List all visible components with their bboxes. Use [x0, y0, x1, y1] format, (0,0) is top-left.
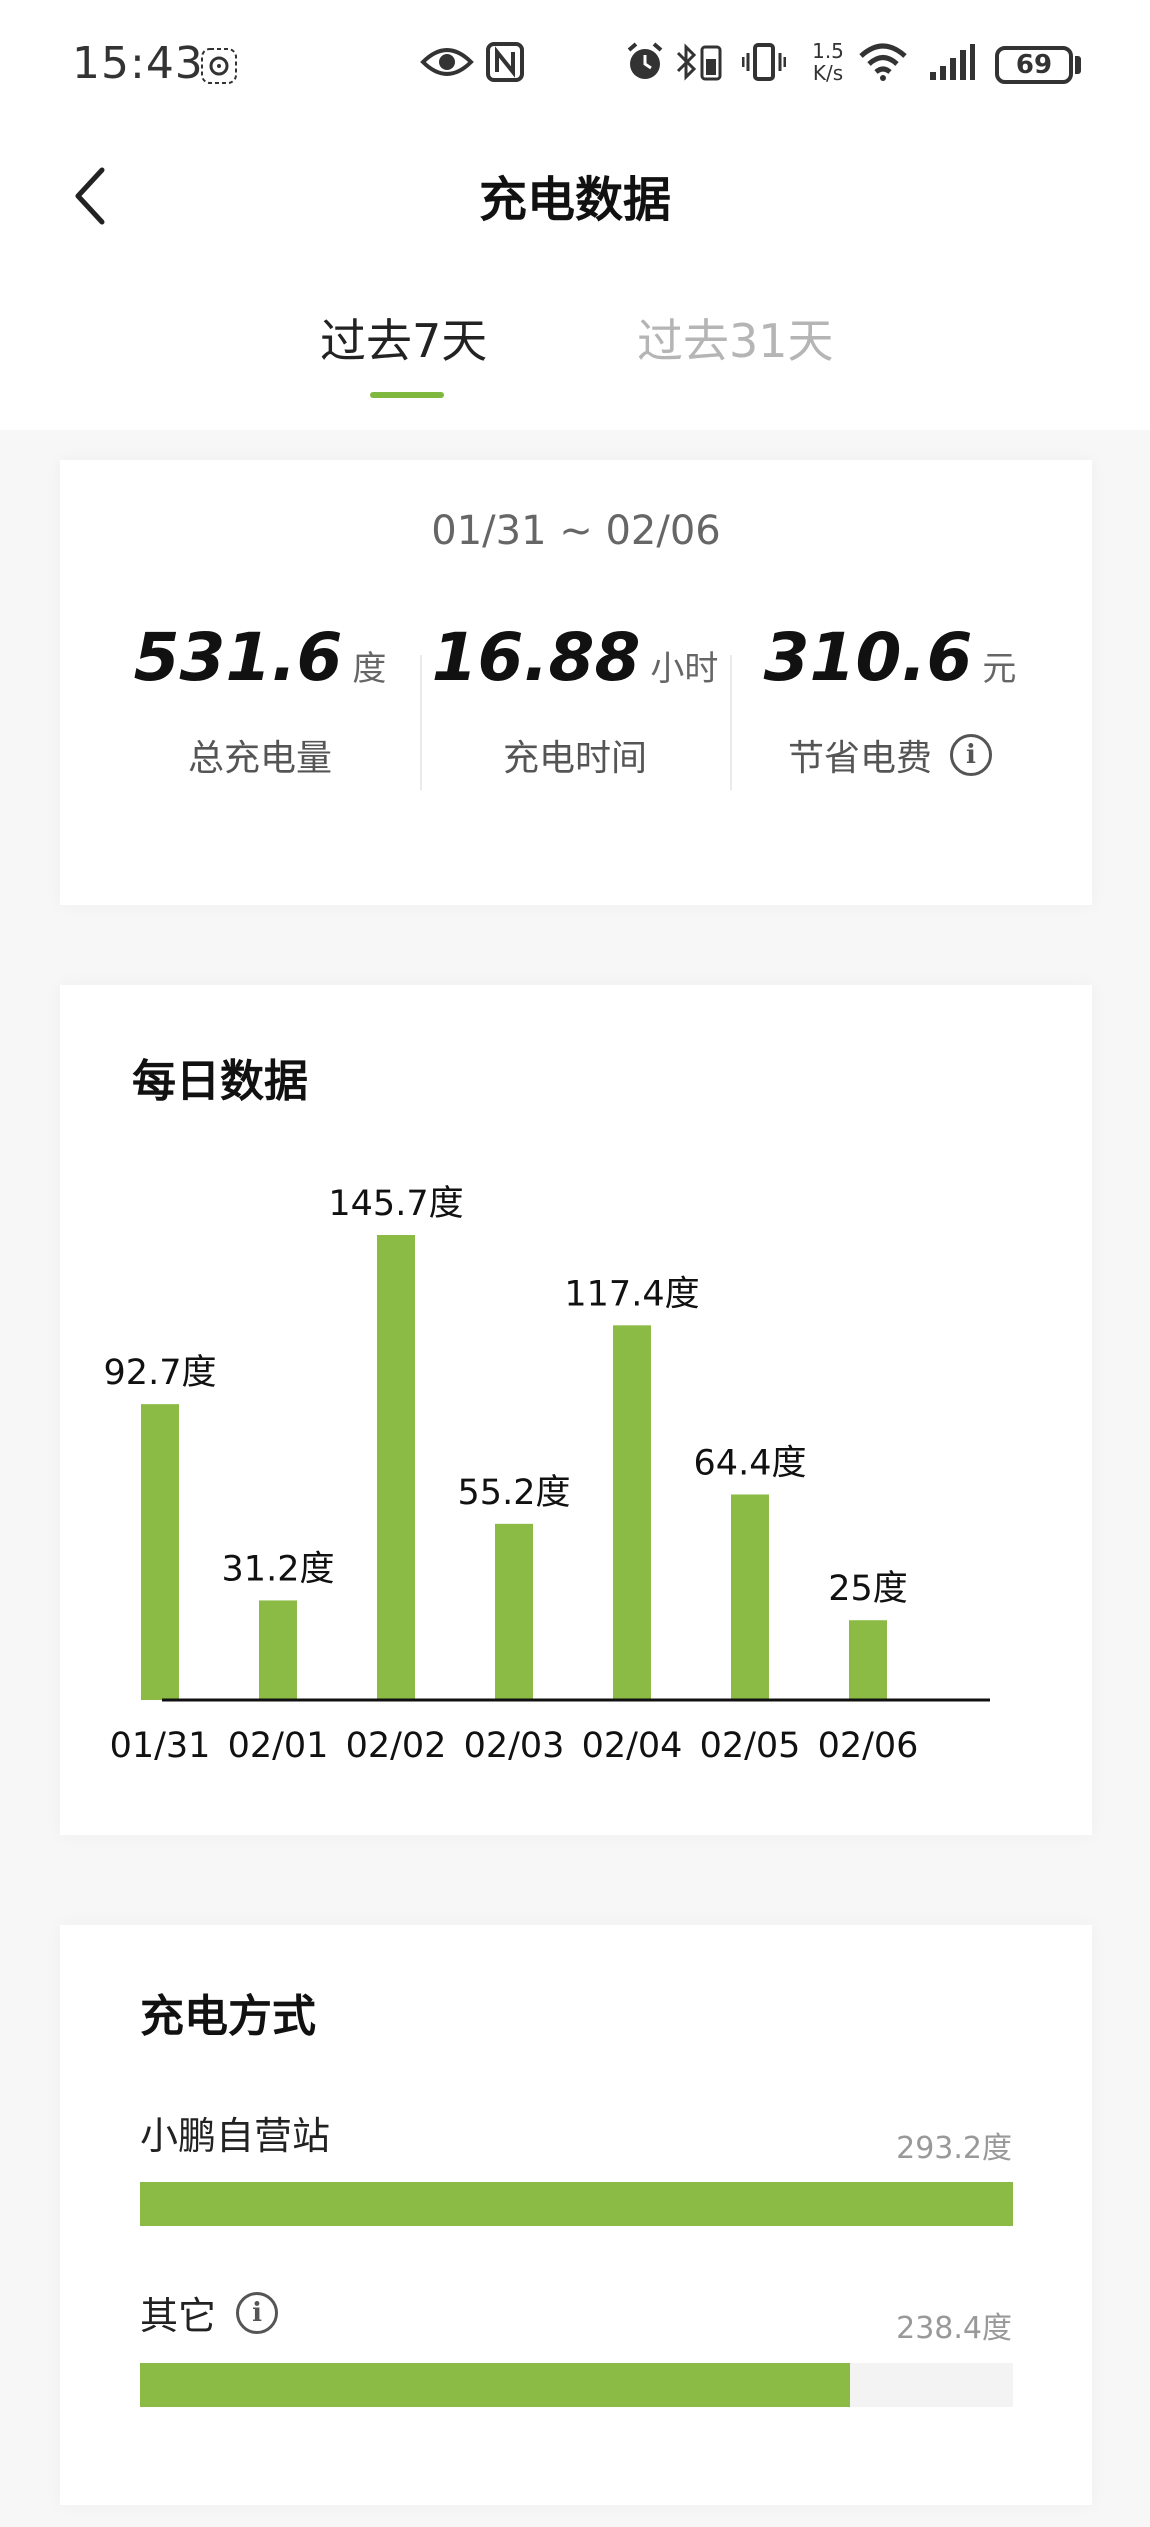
stat-savings: 310.6 元 节省电费 i: [735, 625, 1045, 781]
stat-label: 总充电量: [187, 738, 332, 779]
date-range: 01/31 ~ 02/06: [431, 508, 721, 554]
bar-01-31[interactable]: [141, 1404, 179, 1700]
alarm-icon: [624, 40, 666, 84]
x-tick-label: 02/06: [818, 1726, 919, 1766]
signal-icon: [928, 40, 976, 84]
info-icon[interactable]: i: [236, 2291, 279, 2334]
info-icon[interactable]: i: [950, 734, 992, 776]
x-tick-label: 02/04: [582, 1726, 683, 1766]
header: 充电数据 过去7天 过去31天: [0, 130, 1150, 430]
nfc-icon: [486, 40, 524, 84]
method-bar-other: [140, 2363, 1013, 2407]
divider: [420, 655, 422, 790]
x-tick-label: 02/05: [700, 1726, 801, 1766]
divider: [730, 655, 732, 790]
bar-data-label: 25度: [828, 1569, 908, 1609]
stat-label: 充电时间: [502, 738, 647, 779]
x-tick-label: 01/31: [110, 1726, 211, 1766]
x-tick-label: 02/01: [228, 1726, 329, 1766]
method-label-text: 小鹏自营站: [140, 2114, 331, 2158]
method-label-xpeng: 小鹏自营站: [140, 2105, 330, 2160]
bar-02-02[interactable]: [377, 1235, 415, 1700]
method-label-other: 其它 i: [140, 2285, 279, 2340]
bar-data-label: 31.2度: [222, 1549, 335, 1589]
bar-data-label: 55.2度: [458, 1473, 571, 1513]
tab-31-days[interactable]: 过去31天: [637, 314, 834, 368]
page-title: 充电数据: [478, 172, 671, 228]
wifi-icon: [858, 40, 908, 84]
bar-data-label: 117.4度: [564, 1274, 699, 1314]
status-bar: 15:43 1.5 K/s 69: [0, 0, 1150, 130]
battery-icon: 69: [995, 46, 1073, 84]
bar-02-06[interactable]: [849, 1620, 887, 1700]
x-tick-label: 02/02: [346, 1726, 447, 1766]
tab-indicator: [370, 392, 444, 398]
method-value-other: 238.4度: [896, 2311, 1012, 2346]
tab-7-days[interactable]: 过去7天: [320, 314, 488, 368]
daily-chart-card: 每日数据 92.7度 01/31 31.2度 02/01 145.7度 02/02 55.2…: [60, 985, 1092, 1835]
bluetooth-battery-icon: [672, 40, 728, 84]
stat-label: 节省电费: [787, 738, 932, 779]
net-speed-unit: K/s: [812, 61, 844, 85]
daily-title: 每日数据: [132, 1056, 308, 1107]
bar-data-label: 92.7度: [104, 1353, 217, 1393]
bar-02-05[interactable]: [731, 1494, 769, 1700]
net-speed: 1.5 K/s: [806, 40, 850, 84]
pinwheel-icon: [200, 44, 238, 88]
charging-method-card: 充电方式 小鹏自营站 293.2度 其它 i 238.4度: [60, 1925, 1092, 2505]
bar-data-label: 64.4度: [694, 1443, 807, 1483]
battery-tip: [1075, 56, 1081, 74]
method-bar-fill: [140, 2363, 850, 2407]
chevron-left-icon: [70, 166, 110, 230]
stat-total-energy: 531.6 度 总充电量: [105, 625, 415, 781]
method-bar-xpeng: [140, 2182, 1013, 2226]
method-value-xpeng: 293.2度: [896, 2131, 1012, 2166]
stat-unit: 度: [352, 649, 387, 689]
daily-bar-chart: 92.7度 01/31 31.2度 02/01 145.7度 02/02 55.2度 02/0…: [104, 1184, 990, 1766]
summary-card: 01/31 ~ 02/06 531.6 度 总充电量 16.88 小时 充电时间 3…: [60, 460, 1092, 905]
eye-icon: [420, 40, 474, 84]
stat-charging-time: 16.88 小时 充电时间: [420, 625, 730, 781]
method-title: 充电方式: [140, 1991, 316, 2042]
bar-02-04[interactable]: [613, 1325, 651, 1700]
bar-02-03[interactable]: [495, 1523, 533, 1700]
net-speed-value: 1.5: [812, 39, 844, 63]
stat-value: 310.6: [763, 619, 973, 696]
method-bar-fill: [140, 2182, 1013, 2226]
method-label-text: 其它: [140, 2294, 217, 2338]
stat-value: 16.88: [431, 619, 641, 696]
bar-data-label: 145.7度: [328, 1184, 463, 1224]
stat-unit: 小时: [650, 649, 719, 689]
bar-02-01[interactable]: [259, 1600, 297, 1700]
vibrate-icon: [742, 40, 786, 84]
back-button[interactable]: [60, 158, 120, 238]
stat-value: 531.6: [133, 619, 343, 696]
x-tick-label: 02/03: [464, 1726, 565, 1766]
stat-unit: 元: [982, 649, 1017, 689]
status-time: 15:43: [72, 38, 204, 89]
